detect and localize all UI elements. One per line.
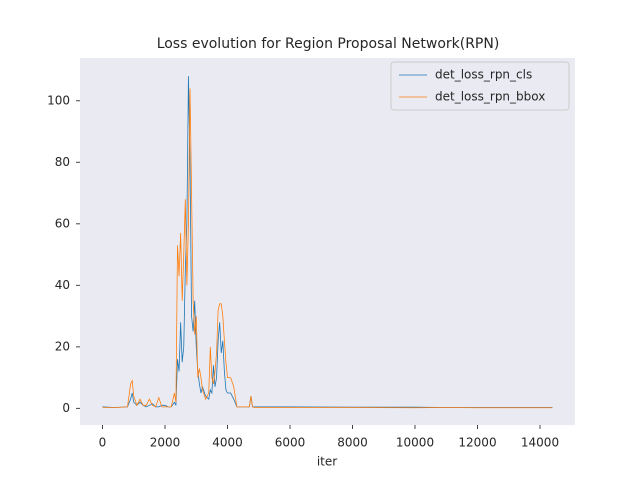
plot-area <box>80 58 575 425</box>
line <box>102 88 553 409</box>
x-tick-label: 10000 <box>396 436 434 450</box>
chart-title: Loss evolution for Region Proposal Netwo… <box>157 36 500 52</box>
y-tick-label: 80 <box>55 155 70 169</box>
x-tick-label: 6000 <box>275 436 306 450</box>
legend-label: det_loss_rpn_bbox <box>435 90 545 104</box>
x-tick-label: 14000 <box>521 436 559 450</box>
y-tick-label: 20 <box>55 339 70 353</box>
x-tick-label: 12000 <box>458 436 496 450</box>
x-tick-label: 2000 <box>150 436 181 450</box>
y-tick-label: 0 <box>62 401 70 415</box>
legend-label: det_loss_rpn_cls <box>435 68 532 82</box>
y-tick-label: 40 <box>55 278 70 292</box>
x-tick-label: 0 <box>99 436 107 450</box>
x-tick-label: 8000 <box>337 436 368 450</box>
y-tick-label: 100 <box>47 93 70 107</box>
x-tick-label: 4000 <box>212 436 243 450</box>
legend-box <box>390 61 570 111</box>
y-tick-label: 60 <box>55 216 70 230</box>
x-axis-label: iter <box>317 455 337 469</box>
